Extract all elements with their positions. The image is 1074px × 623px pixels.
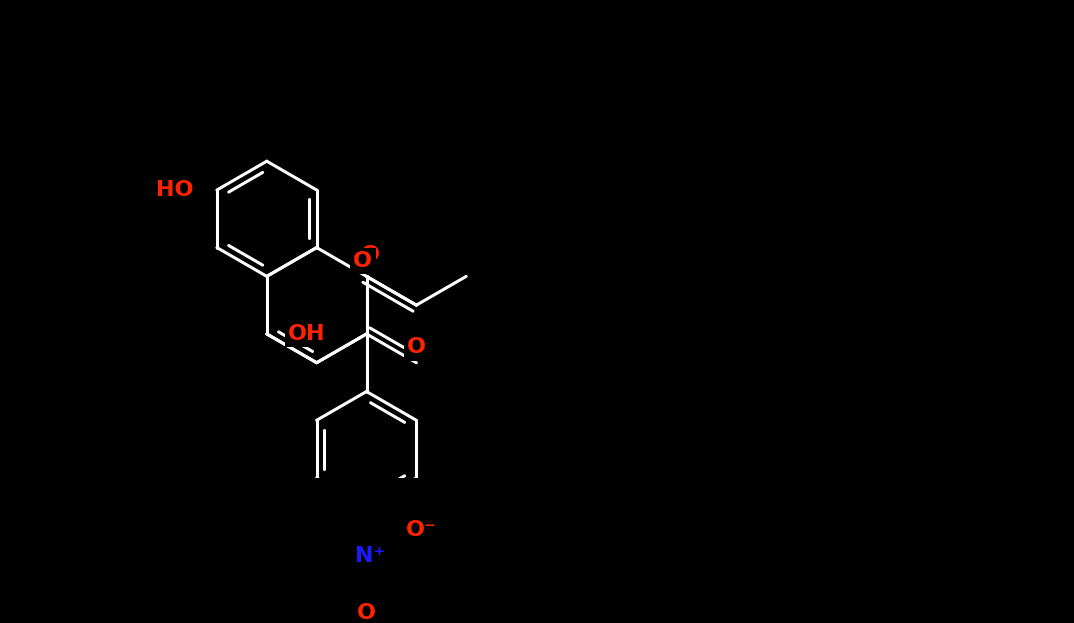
Text: O: O <box>353 251 373 271</box>
Text: O: O <box>407 338 426 358</box>
Text: OH: OH <box>288 324 325 344</box>
Text: N⁺: N⁺ <box>355 546 386 566</box>
Text: HO: HO <box>156 180 193 200</box>
Text: O: O <box>361 245 380 265</box>
Text: O: O <box>357 602 376 622</box>
Text: O⁻: O⁻ <box>406 520 436 540</box>
